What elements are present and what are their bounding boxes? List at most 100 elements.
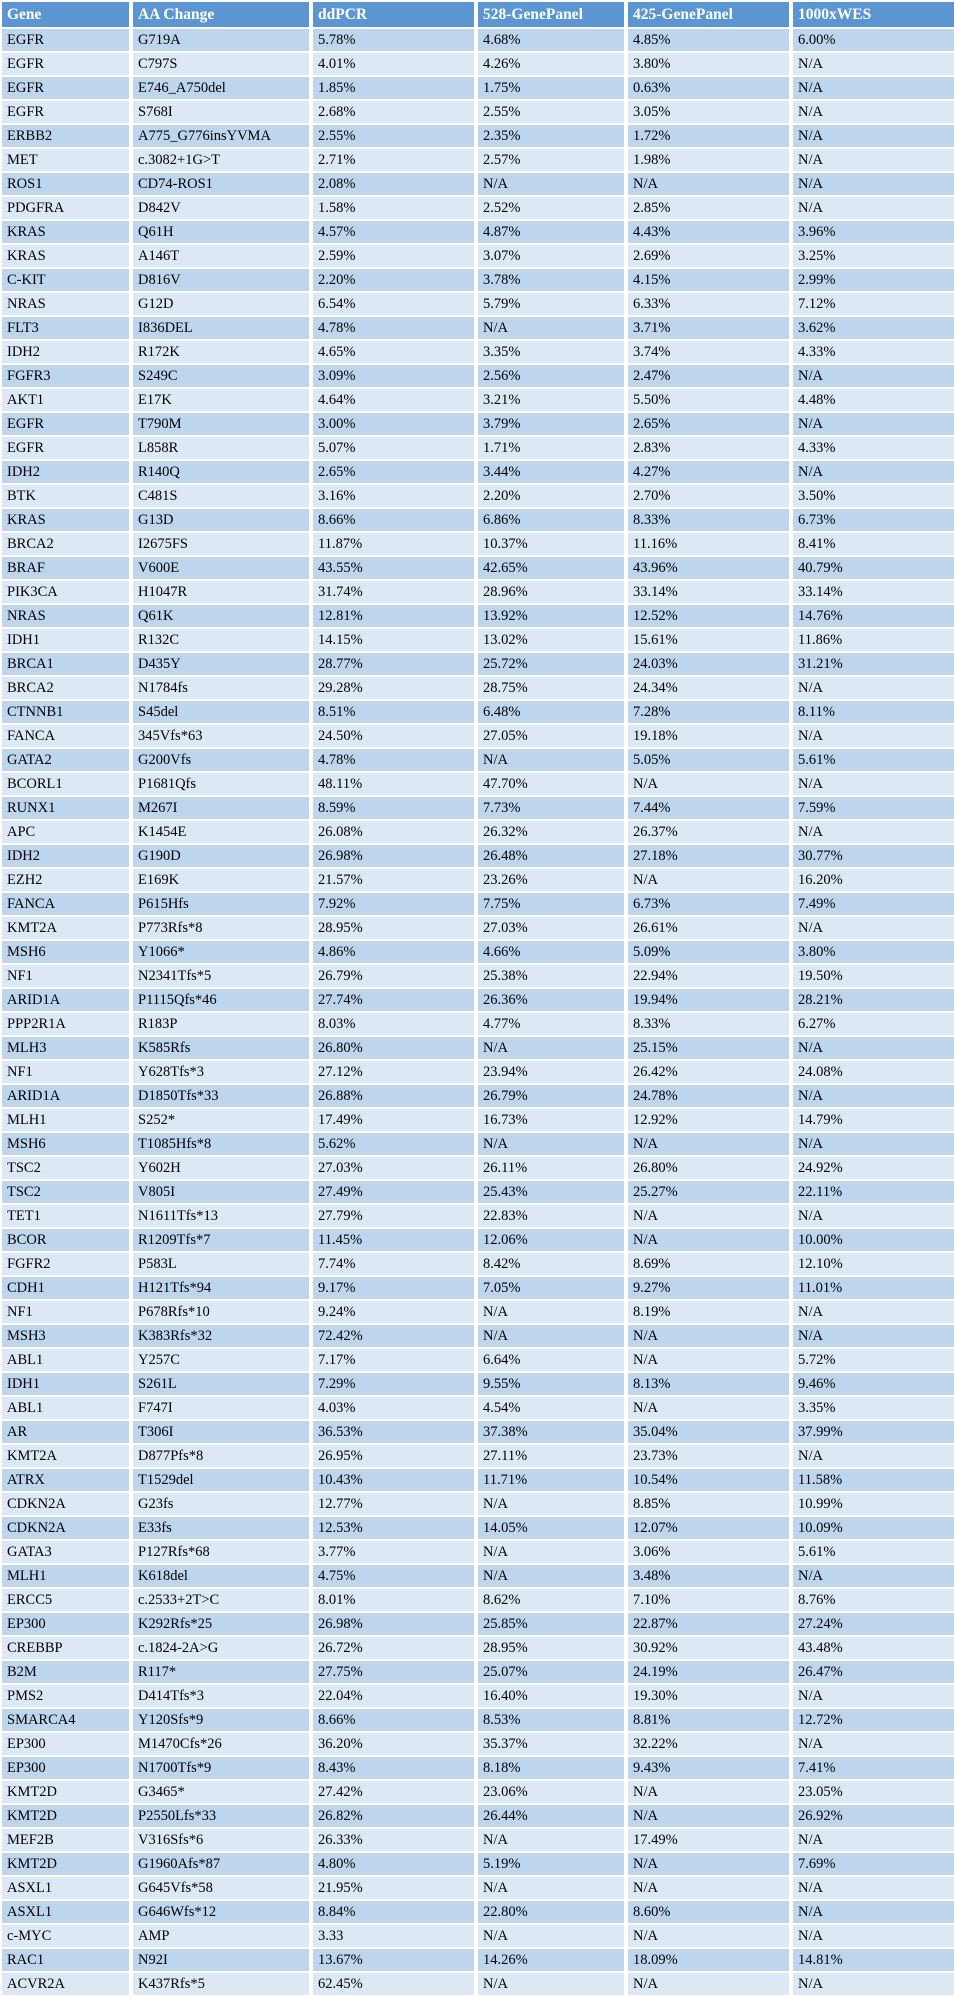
- table-row: SMARCA4 Y120Sfs*9 8.66% 8.53% 8.81% 12.72%: [2, 1709, 954, 1733]
- genepanel425-cell: 18.09%: [628, 1949, 793, 1973]
- table-row: ARID1A D1850Tfs*33 26.88% 26.79% 24.78% N/A: [2, 1085, 954, 1109]
- wes-cell: 3.35%: [793, 1397, 954, 1421]
- header-row: Gene AA Change ddPCR 528-GenePanel 425-G…: [2, 2, 954, 29]
- genepanel528-cell: 11.71%: [478, 1469, 628, 1493]
- aa-change-cell: G200Vfs: [133, 749, 313, 773]
- ddpcr-cell: 22.04%: [313, 1685, 478, 1709]
- wes-cell: N/A: [793, 53, 954, 77]
- wes-cell: 10.00%: [793, 1229, 954, 1253]
- genepanel425-cell: 24.34%: [628, 677, 793, 701]
- table-row: BCORL1 P1681Qfs 48.11% 47.70% N/A N/A: [2, 773, 954, 797]
- wes-cell: 11.58%: [793, 1469, 954, 1493]
- gene-cell: BRCA1: [2, 653, 133, 677]
- table-row: ASXL1 G645Vfs*58 21.95% N/A N/A N/A: [2, 1877, 954, 1901]
- wes-cell: N/A: [793, 77, 954, 101]
- header-528-genepanel: 528-GenePanel: [478, 2, 628, 29]
- genepanel528-cell: N/A: [478, 173, 628, 197]
- wes-cell: 6.73%: [793, 509, 954, 533]
- aa-change-cell: K618del: [133, 1565, 313, 1589]
- ddpcr-cell: 4.75%: [313, 1565, 478, 1589]
- aa-change-cell: K1454E: [133, 821, 313, 845]
- genepanel425-cell: N/A: [628, 1781, 793, 1805]
- genepanel528-cell: 13.92%: [478, 605, 628, 629]
- gene-cell: EP300: [2, 1757, 133, 1781]
- ddpcr-cell: 2.68%: [313, 101, 478, 125]
- table-row: BRAF V600E 43.55% 42.65% 43.96% 40.79%: [2, 557, 954, 581]
- aa-change-cell: P1681Qfs: [133, 773, 313, 797]
- ddpcr-cell: 1.85%: [313, 77, 478, 101]
- ddpcr-cell: 24.50%: [313, 725, 478, 749]
- ddpcr-cell: 28.77%: [313, 653, 478, 677]
- genepanel425-cell: 15.61%: [628, 629, 793, 653]
- wes-cell: N/A: [793, 917, 954, 941]
- gene-cell: SMARCA4: [2, 1709, 133, 1733]
- table-row: BRCA2 I2675FS 11.87% 10.37% 11.16% 8.41%: [2, 533, 954, 557]
- gene-cell: EGFR: [2, 53, 133, 77]
- aa-change-cell: R1209Tfs*7: [133, 1229, 313, 1253]
- table-row: B2M R117* 27.75% 25.07% 24.19% 26.47%: [2, 1661, 954, 1685]
- aa-change-cell: Y602H: [133, 1157, 313, 1181]
- table-row: KMT2D P2550Lfs*33 26.82% 26.44% N/A 26.92%: [2, 1805, 954, 1829]
- ddpcr-cell: 3.16%: [313, 485, 478, 509]
- aa-change-cell: R140Q: [133, 461, 313, 485]
- table-row: EGFR L858R 5.07% 1.71% 2.83% 4.33%: [2, 437, 954, 461]
- genepanel528-cell: 28.95%: [478, 1637, 628, 1661]
- genepanel425-cell: 33.14%: [628, 581, 793, 605]
- genepanel528-cell: 25.43%: [478, 1181, 628, 1205]
- aa-change-cell: R172K: [133, 341, 313, 365]
- wes-cell: N/A: [793, 1901, 954, 1925]
- table-row: ACVR2A K437Rfs*5 62.45% N/A N/A N/A: [2, 1973, 954, 1997]
- ddpcr-cell: 21.57%: [313, 869, 478, 893]
- genepanel528-cell: 37.38%: [478, 1421, 628, 1445]
- gene-cell: KRAS: [2, 509, 133, 533]
- table-row: PIK3CA H1047R 31.74% 28.96% 33.14% 33.14%: [2, 581, 954, 605]
- wes-cell: N/A: [793, 1973, 954, 1997]
- wes-cell: 19.50%: [793, 965, 954, 989]
- table-row: MEF2B V316Sfs*6 26.33% N/A 17.49% N/A: [2, 1829, 954, 1853]
- gene-cell: NF1: [2, 965, 133, 989]
- aa-change-cell: T1529del: [133, 1469, 313, 1493]
- genepanel528-cell: 1.75%: [478, 77, 628, 101]
- gene-cell: CREBBP: [2, 1637, 133, 1661]
- gene-cell: KMT2D: [2, 1853, 133, 1877]
- genepanel528-cell: 6.64%: [478, 1349, 628, 1373]
- wes-cell: N/A: [793, 1733, 954, 1757]
- genepanel425-cell: 3.71%: [628, 317, 793, 341]
- gene-cell: ACVR2A: [2, 1973, 133, 1997]
- genepanel528-cell: 2.35%: [478, 125, 628, 149]
- genepanel528-cell: 8.18%: [478, 1757, 628, 1781]
- wes-cell: N/A: [793, 1877, 954, 1901]
- genepanel425-cell: 12.92%: [628, 1109, 793, 1133]
- genepanel528-cell: 2.56%: [478, 365, 628, 389]
- genepanel528-cell: 4.87%: [478, 221, 628, 245]
- table-row: PDGFRA D842V 1.58% 2.52% 2.85% N/A: [2, 197, 954, 221]
- genepanel425-cell: N/A: [628, 1973, 793, 1997]
- wes-cell: 8.11%: [793, 701, 954, 725]
- gene-cell: KMT2A: [2, 1445, 133, 1469]
- gene-cell: EP300: [2, 1613, 133, 1637]
- genepanel528-cell: 26.11%: [478, 1157, 628, 1181]
- genepanel528-cell: 28.75%: [478, 677, 628, 701]
- genepanel425-cell: 8.13%: [628, 1373, 793, 1397]
- header-ddpcr: ddPCR: [313, 2, 478, 29]
- wes-cell: 28.21%: [793, 989, 954, 1013]
- table-row: BTK C481S 3.16% 2.20% 2.70% 3.50%: [2, 485, 954, 509]
- table-row: APC K1454E 26.08% 26.32% 26.37% N/A: [2, 821, 954, 845]
- wes-cell: 9.46%: [793, 1373, 954, 1397]
- wes-cell: 33.14%: [793, 581, 954, 605]
- genepanel528-cell: 2.57%: [478, 149, 628, 173]
- wes-cell: 10.09%: [793, 1517, 954, 1541]
- wes-cell: 43.48%: [793, 1637, 954, 1661]
- aa-change-cell: D414Tfs*3: [133, 1685, 313, 1709]
- ddpcr-cell: 27.03%: [313, 1157, 478, 1181]
- genepanel425-cell: 27.18%: [628, 845, 793, 869]
- ddpcr-cell: 2.65%: [313, 461, 478, 485]
- genepanel528-cell: 8.62%: [478, 1589, 628, 1613]
- genepanel425-cell: N/A: [628, 1205, 793, 1229]
- table-row: MLH3 K585Rfs 26.80% N/A 25.15% N/A: [2, 1037, 954, 1061]
- table-row: RUNX1 M267I 8.59% 7.73% 7.44% 7.59%: [2, 797, 954, 821]
- gene-cell: GATA3: [2, 1541, 133, 1565]
- wes-cell: N/A: [793, 1133, 954, 1157]
- ddpcr-cell: 36.20%: [313, 1733, 478, 1757]
